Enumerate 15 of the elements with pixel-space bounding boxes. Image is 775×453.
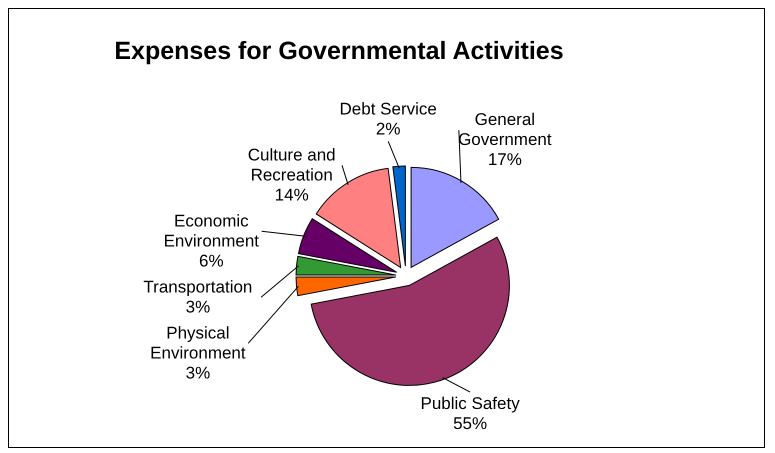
slice-label: Physical Environment [150, 323, 246, 362]
data-label: 3% [186, 297, 210, 316]
slice-label: Economic Environment [164, 211, 260, 250]
data-label: 14% [274, 185, 309, 204]
chart-title: Expenses for Governmental Activities [113, 37, 565, 66]
data-label: 2% [376, 119, 400, 138]
slice-label: Debt Service [340, 99, 437, 118]
legend-label: Culture and Recreation [248, 145, 336, 184]
data-label: 6% [199, 251, 224, 270]
data-label: 17% [488, 150, 522, 170]
slice-label: General Government [458, 110, 552, 150]
data-label: 55% [453, 414, 488, 434]
slice-label: Public Safety [420, 394, 520, 414]
slice-label: Transportation [143, 277, 252, 296]
data-label: 3% [186, 363, 210, 382]
